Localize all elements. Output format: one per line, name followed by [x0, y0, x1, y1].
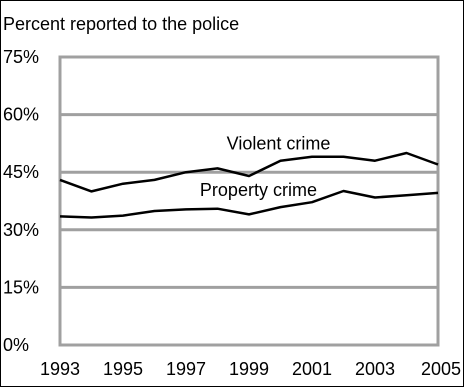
x-tick-label: 1997 — [166, 359, 206, 379]
plot-frame — [58, 55, 440, 347]
x-tick-label: 2003 — [355, 359, 395, 379]
x-tick-label: 1999 — [229, 359, 269, 379]
series-line-violent-crime — [59, 151, 439, 193]
series-line-property-crime — [59, 189, 439, 219]
plot-border — [58, 55, 440, 347]
x-tick-label: 2001 — [292, 359, 332, 379]
y-tick-label: 45% — [3, 162, 39, 182]
y-tick-label: 0% — [3, 335, 29, 355]
series-layer — [59, 151, 439, 219]
x-tick-label: 2005 — [421, 359, 461, 379]
chart-title: Percent reported to the police — [3, 14, 239, 34]
y-tick-label: 60% — [3, 105, 39, 125]
grid-layer — [60, 55, 438, 289]
series-label: Property crime — [200, 180, 317, 200]
series-label: Violent crime — [227, 134, 331, 154]
tick-labels: 0% 15% 30% 45% 60% 75% 1993 1995 1997 1999 2001 200… — [3, 47, 461, 379]
series-labels: Violent crime Property crime — [200, 134, 330, 200]
y-tick-label: 75% — [3, 47, 39, 67]
y-tick-label: 15% — [3, 277, 39, 297]
x-tick-label: 1995 — [103, 359, 143, 379]
y-tick-label: 30% — [3, 220, 39, 240]
x-tick-label: 1993 — [40, 359, 80, 379]
